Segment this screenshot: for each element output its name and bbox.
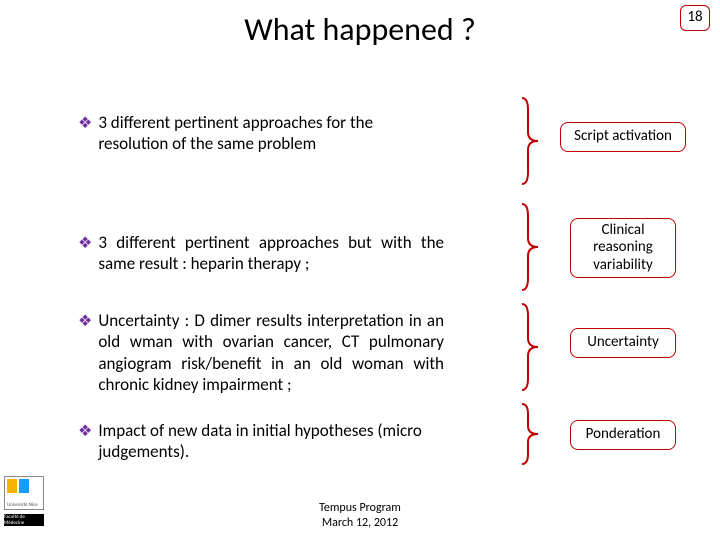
brace-icon [518, 402, 542, 466]
bullet-3: ❖ Uncertainty : D dimer results interpre… [78, 310, 444, 395]
bullet-text: 3 different pertinent approaches for the… [98, 112, 424, 155]
box-label: Ponderation [586, 426, 661, 443]
diamond-bullet-icon: ❖ [78, 234, 92, 254]
brace-icon [518, 96, 542, 186]
footer-line-1: Tempus Program [0, 501, 720, 515]
box-clinical-reasoning: Clinical reasoning variability [570, 218, 676, 278]
faculty-logo-icon: Faculté de Médecine [4, 514, 44, 526]
bullet-text: Uncertainty : D dimer results interpreta… [98, 310, 444, 395]
bullet-text: Impact of new data in initial hypotheses… [98, 420, 424, 463]
bullet-2: ❖ 3 different pertinent approaches but w… [78, 232, 444, 275]
box-slide-number: 18 [680, 5, 710, 31]
footer: Tempus Program March 12, 2012 [0, 501, 720, 530]
box-label: 18 [687, 9, 702, 26]
box-script-activation: Script activation [560, 122, 686, 152]
bullet-1: ❖ 3 different pertinent approaches for t… [78, 112, 424, 155]
university-logo-icon: Université Nice [4, 476, 44, 510]
diamond-bullet-icon: ❖ [78, 312, 92, 332]
diamond-bullet-icon: ❖ [78, 422, 92, 442]
bullet-text: 3 different pertinent approaches but wit… [98, 232, 444, 275]
bullet-4: ❖ Impact of new data in initial hypothes… [78, 420, 424, 463]
box-ponderation: Ponderation [570, 420, 676, 450]
box-label: Clinical reasoning variability [593, 222, 653, 274]
box-uncertainty: Uncertainty [570, 328, 676, 358]
brace-icon [518, 302, 542, 392]
box-label: Uncertainty [587, 334, 659, 351]
box-label: Script activation [574, 128, 672, 145]
footer-line-2: March 12, 2012 [0, 516, 720, 530]
brace-icon [518, 202, 542, 292]
diamond-bullet-icon: ❖ [78, 114, 92, 134]
slide-title: What happened ? [0, 10, 720, 49]
